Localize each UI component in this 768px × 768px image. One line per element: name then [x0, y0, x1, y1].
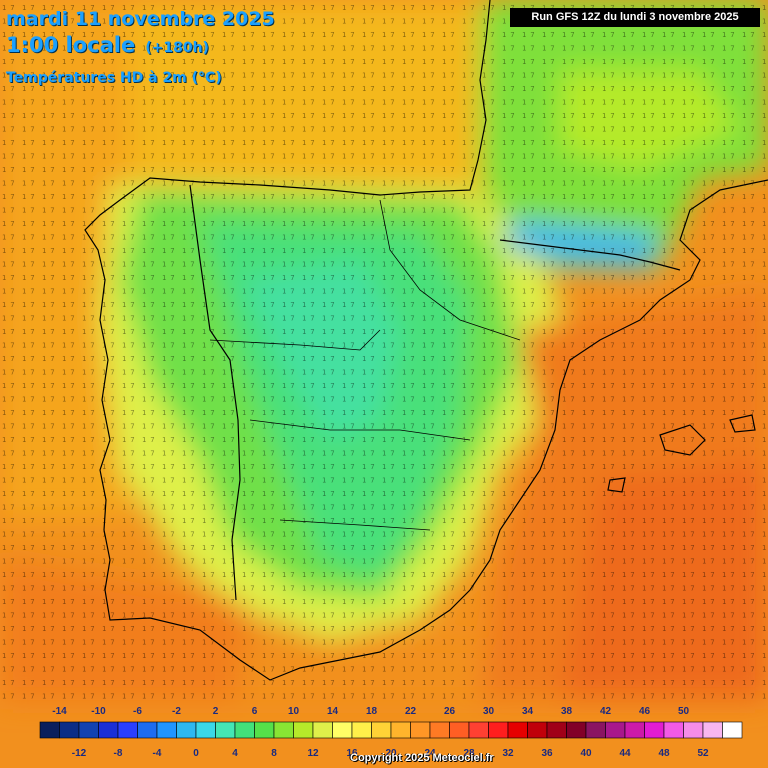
legend-tick-label: 50: [678, 706, 690, 717]
legend-tick-label: 40: [580, 748, 592, 759]
legend-swatch: [390, 721, 411, 739]
legend-swatch: [429, 721, 450, 739]
legend-tick-label: -10: [91, 706, 106, 717]
legend-swatch: [39, 721, 60, 739]
legend-swatch: [254, 721, 275, 739]
legend-swatch: [683, 721, 704, 739]
legend-tick-label: 52: [697, 748, 709, 759]
legend-tick-label: -12: [72, 748, 87, 759]
value-grid-overlay: [0, 0, 768, 700]
legend-tick-label: 20: [385, 748, 397, 759]
legend-tick-label: 26: [444, 706, 456, 717]
legend-tick-label: 6: [252, 706, 258, 717]
legend-tick-label: 36: [541, 748, 553, 759]
legend-tick-label: -2: [172, 706, 181, 717]
legend-tick-label: 14: [327, 706, 339, 717]
legend-swatch: [702, 721, 723, 739]
legend-swatch: [59, 721, 80, 739]
legend-tick-label: 34: [522, 706, 534, 717]
lead-time: (+180h): [145, 40, 209, 56]
legend-swatch: [644, 721, 665, 739]
legend-tick-label: -14: [52, 706, 67, 717]
legend-tick-label: 22: [405, 706, 417, 717]
legend-tick-label: 42: [600, 706, 612, 717]
pyrenees-border: [499, 239, 681, 271]
legend-swatch: [507, 721, 528, 739]
color-legend: -14 -10 -6 -2 2 6 10 14 18 22 26 30 34 38 42 46 50-12 -8-…: [39, 706, 743, 759]
legend-tick-label: -8: [114, 748, 123, 759]
legend-swatch: [312, 721, 333, 739]
legend-swatch: [468, 721, 489, 739]
legend-swatch: [351, 721, 372, 739]
legend-swatch: [332, 721, 353, 739]
legend-swatch: [371, 721, 392, 739]
legend-swatch: [449, 721, 470, 739]
legend-tick-label: 44: [619, 748, 631, 759]
legend-swatch: [156, 721, 177, 739]
legend-swatch: [663, 721, 684, 739]
legend-tick-label: 18: [366, 706, 378, 717]
legend-tick-label: 8: [271, 748, 277, 759]
legend-tick-label: -6: [133, 706, 142, 717]
legend-swatch: [624, 721, 645, 739]
legend-swatch: [722, 721, 743, 739]
legend-tick-label: 30: [483, 706, 495, 717]
legend-tick-label: 24: [424, 748, 436, 759]
run-info: Run GFS 12Z du lundi 3 novembre 2025: [510, 8, 760, 27]
legend-swatch: [215, 721, 236, 739]
legend-tick-label: -4: [153, 748, 162, 759]
legend-swatch: [137, 721, 158, 739]
legend-swatch: [566, 721, 587, 739]
legend-swatch: [234, 721, 255, 739]
legend-swatch: [78, 721, 99, 739]
variable-title: Températures HD à 2m (°C): [6, 70, 222, 86]
legend-swatch: [98, 721, 119, 739]
legend-swatch: [488, 721, 509, 739]
legend-swatch: [176, 721, 197, 739]
copyright: Copyright 2025 Meteociel.fr: [350, 752, 494, 764]
local-time: 1:00 locale: [6, 33, 136, 57]
legend-tick-label: 32: [502, 748, 514, 759]
legend-tick-label: 46: [639, 706, 651, 717]
legend-tick-label: 10: [288, 706, 300, 717]
legend-tick-label: 2: [213, 706, 219, 717]
legend-swatch: [273, 721, 294, 739]
legend-swatch: [546, 721, 567, 739]
legend-tick-label: 0: [193, 748, 199, 759]
legend-swatch: [585, 721, 606, 739]
balearic-islands: [607, 414, 756, 493]
legend-tick-label: 16: [346, 748, 358, 759]
legend-swatch: [605, 721, 626, 739]
legend-swatch: [527, 721, 548, 739]
forecast-time: 1:00 locale (+180h): [6, 33, 209, 57]
legend-swatch: [410, 721, 431, 739]
forecast-date: mardi 11 novembre 2025: [6, 8, 275, 30]
legend-swatch: [293, 721, 314, 739]
coastlines: [84, 0, 768, 681]
legend-tick-label: 38: [561, 706, 573, 717]
legend-tick-label: 12: [307, 748, 319, 759]
legend-swatch: [117, 721, 138, 739]
legend-tick-label: 48: [658, 748, 670, 759]
legend-tick-label: 4: [232, 748, 238, 759]
legend-tick-label: 28: [463, 748, 475, 759]
legend-swatch: [195, 721, 216, 739]
